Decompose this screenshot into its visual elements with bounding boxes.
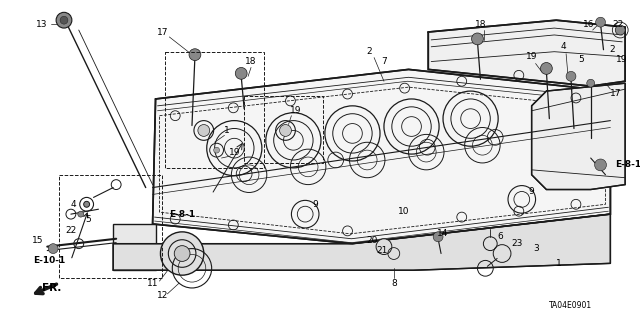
- Circle shape: [541, 63, 552, 74]
- Text: E-10-1: E-10-1: [33, 256, 65, 265]
- Circle shape: [566, 71, 576, 81]
- Circle shape: [236, 67, 247, 79]
- Text: 23: 23: [511, 239, 522, 248]
- Circle shape: [174, 246, 190, 261]
- Text: 22: 22: [65, 226, 77, 235]
- Circle shape: [56, 12, 72, 28]
- Text: 10: 10: [398, 207, 410, 216]
- Text: 13: 13: [36, 20, 47, 29]
- Text: 3: 3: [534, 244, 540, 253]
- Polygon shape: [152, 70, 611, 244]
- Circle shape: [84, 201, 90, 207]
- Circle shape: [376, 239, 392, 255]
- Polygon shape: [113, 214, 611, 270]
- Text: FR.: FR.: [42, 283, 61, 293]
- Text: 19: 19: [289, 106, 301, 115]
- Text: 17: 17: [157, 27, 168, 36]
- Text: 5: 5: [578, 55, 584, 64]
- Circle shape: [198, 124, 210, 136]
- Text: 1: 1: [223, 126, 229, 135]
- Text: 12: 12: [157, 291, 168, 300]
- Text: 11: 11: [147, 278, 158, 287]
- Text: TA04E0901: TA04E0901: [550, 301, 593, 310]
- Bar: [244, 96, 323, 163]
- Text: 16: 16: [583, 20, 595, 29]
- Text: 2: 2: [609, 45, 615, 54]
- Polygon shape: [113, 224, 156, 270]
- Text: 4: 4: [560, 42, 566, 51]
- Circle shape: [280, 124, 291, 136]
- Circle shape: [78, 211, 84, 217]
- Text: 19: 19: [228, 148, 240, 157]
- Text: 17: 17: [609, 89, 621, 98]
- Circle shape: [161, 232, 204, 275]
- Text: E-8-1: E-8-1: [169, 210, 195, 219]
- Text: 2: 2: [366, 47, 372, 56]
- Text: 19: 19: [616, 55, 628, 64]
- Polygon shape: [428, 20, 625, 86]
- Circle shape: [48, 244, 58, 254]
- Circle shape: [472, 33, 483, 45]
- Text: 21: 21: [376, 246, 388, 255]
- Text: 15: 15: [31, 236, 43, 245]
- Circle shape: [60, 16, 68, 24]
- Bar: [59, 175, 163, 278]
- Circle shape: [433, 232, 443, 242]
- Text: 7: 7: [381, 57, 387, 66]
- Text: 6: 6: [497, 232, 503, 241]
- Polygon shape: [532, 83, 625, 189]
- Circle shape: [587, 79, 595, 87]
- Text: 9: 9: [529, 187, 534, 196]
- Circle shape: [615, 25, 625, 35]
- Text: 4: 4: [71, 200, 77, 209]
- Text: 5: 5: [86, 215, 92, 224]
- Text: 18: 18: [475, 20, 486, 29]
- Text: 8: 8: [391, 278, 397, 287]
- Text: 19: 19: [526, 52, 538, 61]
- Circle shape: [214, 147, 220, 153]
- Circle shape: [596, 17, 605, 27]
- Circle shape: [189, 49, 201, 61]
- Text: 1: 1: [556, 259, 562, 268]
- Text: 9: 9: [312, 200, 318, 209]
- Text: 22: 22: [612, 20, 624, 29]
- Text: 18: 18: [245, 57, 257, 66]
- Bar: [165, 52, 264, 168]
- Text: 20: 20: [367, 236, 378, 245]
- Text: 14: 14: [437, 229, 449, 238]
- Text: E-8-1: E-8-1: [615, 160, 640, 169]
- Circle shape: [595, 159, 607, 171]
